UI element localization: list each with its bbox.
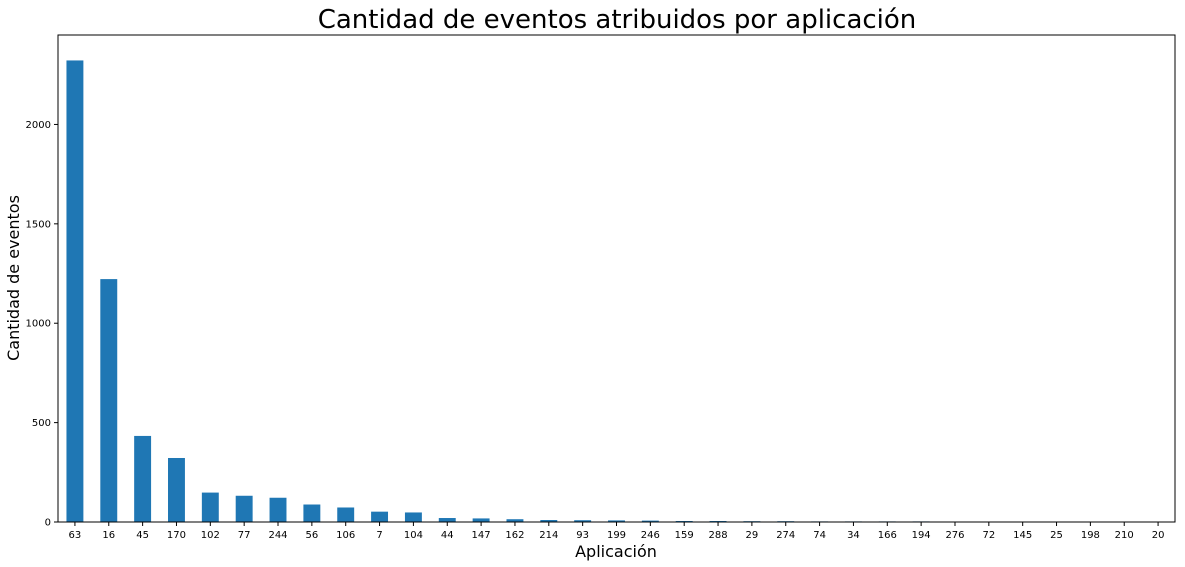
bar-56 <box>303 504 321 522</box>
x-tick-label-274: 274 <box>776 530 795 541</box>
x-tick-label-147: 147 <box>472 530 491 541</box>
x-tick-label-145: 145 <box>1013 530 1032 541</box>
x-tick-label-44: 44 <box>441 530 454 541</box>
bar-93 <box>574 520 592 522</box>
bar-246 <box>641 520 659 522</box>
x-tick-label-29: 29 <box>746 530 759 541</box>
bar-199 <box>608 520 625 522</box>
y-tick-label-1500: 1500 <box>26 219 51 230</box>
x-tick-label-210: 210 <box>1115 530 1134 541</box>
chart-title: Cantidad de eventos atribuidos por aplic… <box>318 5 917 35</box>
x-tick-label-199: 199 <box>607 530 626 541</box>
x-tick-label-159: 159 <box>675 530 694 541</box>
bar-214 <box>540 520 558 522</box>
plot-frame <box>57 34 1176 523</box>
x-tick-label-244: 244 <box>268 530 287 541</box>
x-tick-label-56: 56 <box>305 530 318 541</box>
x-tick-label-198: 198 <box>1081 530 1100 541</box>
x-tick-label-170: 170 <box>167 530 186 541</box>
x-tick-label-162: 162 <box>505 530 524 541</box>
bar-16 <box>100 279 118 522</box>
bar-104 <box>404 512 422 522</box>
bar-7 <box>371 511 389 522</box>
y-axis-label: Cantidad de eventos <box>4 195 23 361</box>
x-tick-label-74: 74 <box>813 530 826 541</box>
bar-44 <box>438 518 456 522</box>
bars-group <box>66 60 1167 522</box>
x-tick-label-45: 45 <box>136 530 149 541</box>
x-tick-label-246: 246 <box>641 530 660 541</box>
x-tick-label-102: 102 <box>201 530 220 541</box>
x-ticks-group: 63 16 45 170 102 77 244 56 106 7 104 44 147 162 214 93 1… <box>69 522 1165 541</box>
x-tick-label-63: 63 <box>69 530 82 541</box>
x-tick-label-104: 104 <box>404 530 423 541</box>
bar-106 <box>337 507 355 522</box>
y-tick-label-2000: 2000 <box>26 120 51 131</box>
x-axis-label: Aplicación <box>575 542 657 561</box>
x-tick-label-106: 106 <box>336 530 355 541</box>
x-tick-label-214: 214 <box>539 530 558 541</box>
bar-45 <box>134 435 152 522</box>
bar-63 <box>66 60 84 522</box>
bar-77 <box>235 495 253 522</box>
bar-147 <box>472 518 490 522</box>
x-tick-label-7: 7 <box>376 530 382 541</box>
y-ticks-group: 0 500 1000 1500 2000 <box>26 120 58 529</box>
bar-162 <box>506 519 524 522</box>
y-tick-label-500: 500 <box>32 418 51 429</box>
y-tick-label-1000: 1000 <box>26 319 51 330</box>
x-tick-label-288: 288 <box>708 530 727 541</box>
x-tick-label-166: 166 <box>878 530 897 541</box>
bar-244 <box>269 497 287 522</box>
x-tick-label-77: 77 <box>238 530 251 541</box>
x-tick-label-194: 194 <box>912 530 931 541</box>
bar-102 <box>201 492 219 522</box>
x-tick-label-20: 20 <box>1152 530 1165 541</box>
x-tick-label-93: 93 <box>576 530 589 541</box>
bar-170 <box>168 457 185 522</box>
x-tick-label-16: 16 <box>102 530 115 541</box>
x-tick-label-72: 72 <box>982 530 995 541</box>
y-tick-label-0: 0 <box>45 518 51 529</box>
x-tick-label-276: 276 <box>945 530 964 541</box>
x-tick-label-34: 34 <box>847 530 860 541</box>
x-tick-label-25: 25 <box>1050 530 1063 541</box>
